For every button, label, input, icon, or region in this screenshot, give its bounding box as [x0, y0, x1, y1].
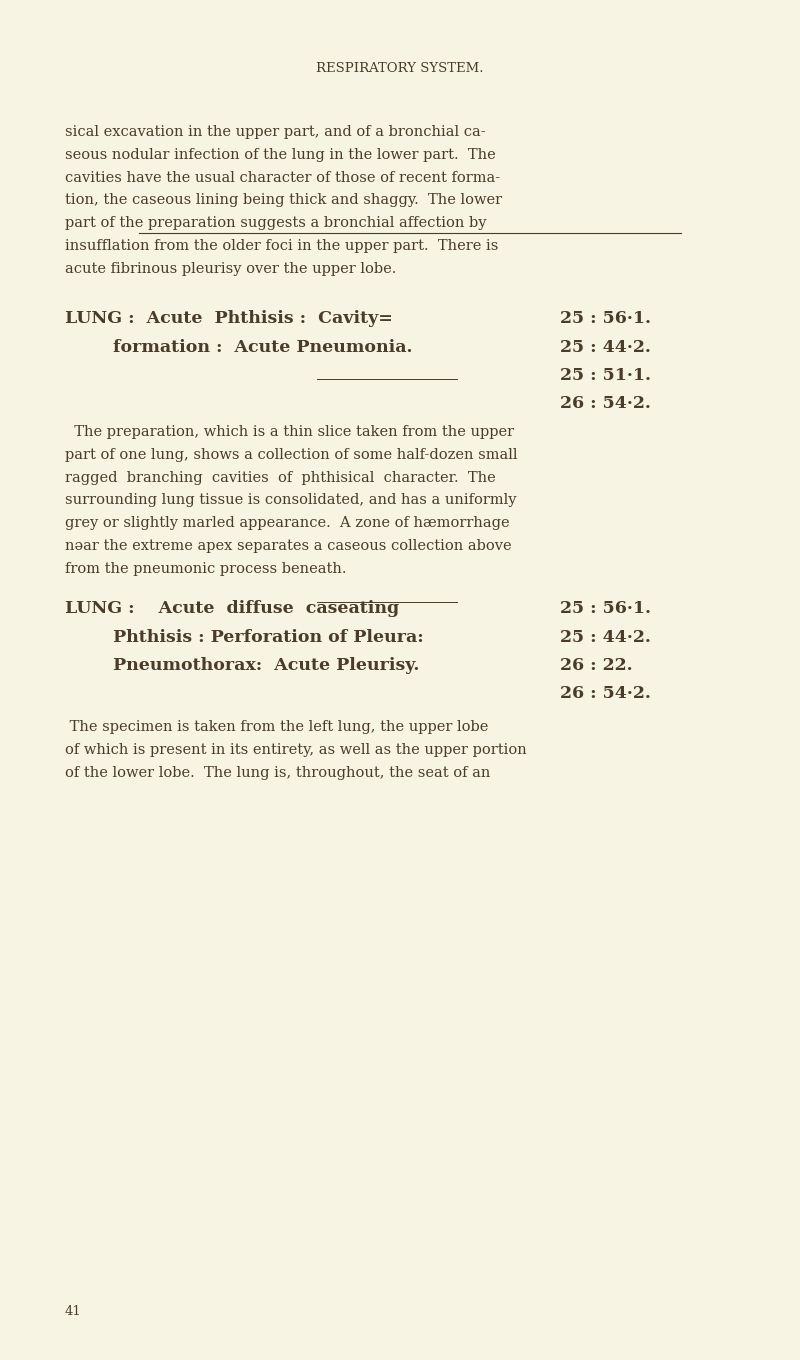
- Text: ragged  branching  cavities  of  phthisical  character.  The: ragged branching cavities of phthisical …: [65, 471, 496, 484]
- Text: 25 : 56·1.: 25 : 56·1.: [560, 310, 651, 326]
- Text: 26 : 54·2.: 26 : 54·2.: [560, 685, 651, 703]
- Text: The specimen is taken from the left lung, the upper lobe: The specimen is taken from the left lung…: [65, 719, 488, 734]
- Text: tion, the caseous lining being thick and shaggy.  The lower: tion, the caseous lining being thick and…: [65, 193, 502, 208]
- Text: 25 : 44·2.: 25 : 44·2.: [560, 339, 651, 355]
- Text: acute fibrinous pleurisy over the upper lobe.: acute fibrinous pleurisy over the upper …: [65, 261, 396, 276]
- Text: of the lower lobe.  The lung is, throughout, the seat of an: of the lower lobe. The lung is, througho…: [65, 766, 490, 779]
- Text: part of one lung, shows a collection of some half-dozen small: part of one lung, shows a collection of …: [65, 447, 518, 462]
- Text: RESPIRATORY SYSTEM.: RESPIRATORY SYSTEM.: [316, 63, 484, 75]
- Text: seous nodular infection of the lung in the lower part.  The: seous nodular infection of the lung in t…: [65, 148, 496, 162]
- Text: Phthisis : Perforation of Pleura:: Phthisis : Perforation of Pleura:: [65, 628, 424, 646]
- Text: grey or slightly marled appearance.  A zone of hæmorrhage: grey or slightly marled appearance. A zo…: [65, 517, 510, 530]
- Text: Pneumothorax:  Acute Pleurisy.: Pneumothorax: Acute Pleurisy.: [65, 657, 419, 675]
- Text: The preparation, which is a thin slice taken from the upper: The preparation, which is a thin slice t…: [65, 424, 514, 439]
- Text: cavities have the usual character of those of recent forma-: cavities have the usual character of tho…: [65, 170, 500, 185]
- Text: 25 : 51·1.: 25 : 51·1.: [560, 367, 651, 384]
- Text: 26 : 22.: 26 : 22.: [560, 657, 633, 675]
- Text: of which is present in its entirety, as well as the upper portion: of which is present in its entirety, as …: [65, 743, 526, 756]
- Text: 41: 41: [65, 1306, 82, 1318]
- Text: sical excavation in the upper part, and of a bronchial ca-: sical excavation in the upper part, and …: [65, 125, 486, 139]
- Text: 25 : 56·1.: 25 : 56·1.: [560, 600, 651, 617]
- Text: formation :  Acute Pneumonia.: formation : Acute Pneumonia.: [65, 339, 413, 355]
- Text: 26 : 54·2.: 26 : 54·2.: [560, 396, 651, 412]
- Text: insufflation from the older foci in the upper part.  There is: insufflation from the older foci in the …: [65, 239, 498, 253]
- Text: LUNG :  Acute  Phthisis :  Cavity=: LUNG : Acute Phthisis : Cavity=: [65, 310, 393, 326]
- Text: surrounding lung tissue is consolidated, and has a uniformly: surrounding lung tissue is consolidated,…: [65, 494, 517, 507]
- Text: 25 : 44·2.: 25 : 44·2.: [560, 628, 651, 646]
- Text: LUNG :    Acute  diffuse  caseating: LUNG : Acute diffuse caseating: [65, 600, 399, 617]
- Text: from the pneumonic process beneath.: from the pneumonic process beneath.: [65, 562, 346, 575]
- Text: part of the preparation suggests a bronchial affection by: part of the preparation suggests a bronc…: [65, 216, 486, 230]
- Text: nəar the extreme apex separates a caseous collection above: nəar the extreme apex separates a caseou…: [65, 539, 512, 554]
